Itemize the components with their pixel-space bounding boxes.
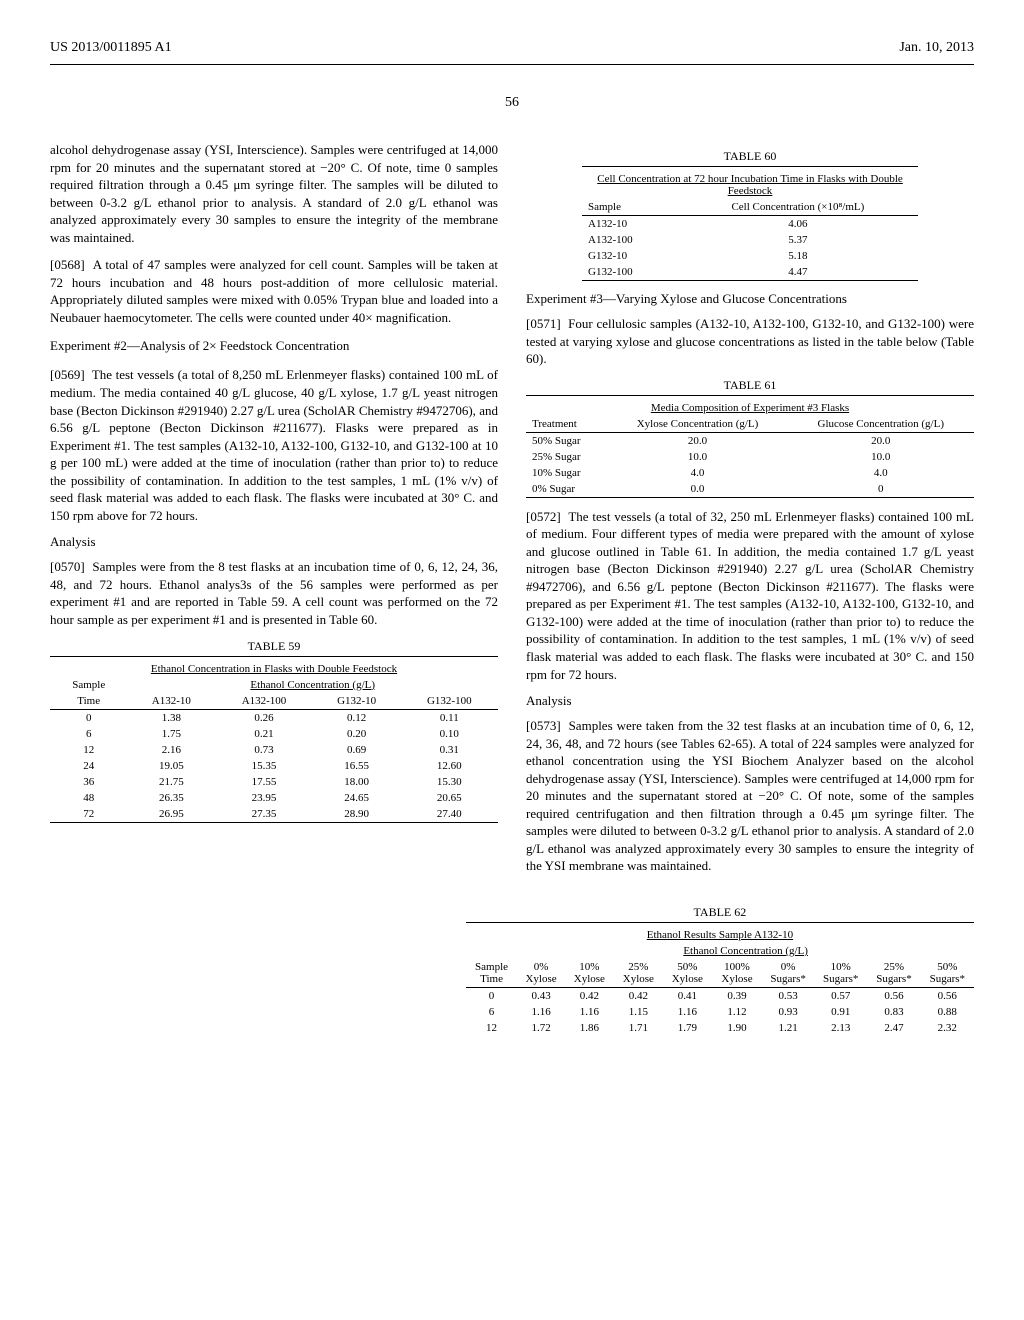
col-sample: Sample <box>50 677 127 693</box>
para-number: [0568] <box>50 257 85 272</box>
time-label: Time <box>50 693 127 710</box>
table-61: Media Composition of Experiment #3 Flask… <box>526 395 974 498</box>
col-sample-time: Sample Time <box>466 959 517 988</box>
para-text: A total of 47 samples were analyzed for … <box>50 257 498 325</box>
para-number: [0572] <box>526 509 561 524</box>
table-59-caption: Ethanol Concentration in Flasks with Dou… <box>50 661 498 677</box>
table-61-caption: Media Composition of Experiment #3 Flask… <box>526 400 974 416</box>
table-59: Ethanol Concentration in Flasks with Dou… <box>50 656 498 823</box>
paragraph-0572: [0572] The test vessels (a total of 32, … <box>526 508 974 683</box>
col-g132-100: G132-100 <box>401 693 498 710</box>
analysis-heading-2: Analysis <box>526 693 974 709</box>
paragraph-0568: [0568] A total of 47 samples were analyz… <box>50 256 498 326</box>
col-25-xylose: 25% Xylose <box>614 959 663 988</box>
table-62-caption: Ethanol Results Sample A132-10 <box>466 927 974 943</box>
table-60: Cell Concentration at 72 hour Incubation… <box>582 166 918 281</box>
col-0-sugars: 0% Sugars* <box>762 959 814 988</box>
table-61-label: TABLE 61 <box>526 378 974 393</box>
col-a132-10: A132-10 <box>127 693 215 710</box>
table-59-label: TABLE 59 <box>50 639 498 654</box>
col-100-xylose: 100% Xylose <box>712 959 762 988</box>
paragraph-continuation: alcohol dehydrogenase assay (YSI, Inters… <box>50 141 498 246</box>
full-width-section: TABLE 62 Ethanol Results Sample A132-10 … <box>50 905 974 1036</box>
para-number: [0569] <box>50 367 85 382</box>
header-divider <box>50 64 974 65</box>
col-sample: Sample <box>582 199 678 216</box>
table-60-caption: Cell Concentration at 72 hour Incubation… <box>582 171 918 199</box>
col-cell-conc: Cell Concentration (×10⁸/mL) <box>678 199 918 216</box>
para-number: [0571] <box>526 316 561 331</box>
two-column-layout: alcohol dehydrogenase assay (YSI, Inters… <box>50 141 974 885</box>
experiment-2-heading: Experiment #2—Analysis of 2× Feedstock C… <box>50 338 498 354</box>
para-text: Samples were from the 8 test flasks at a… <box>50 559 498 627</box>
col-25-sugars: 25% Sugars* <box>867 959 920 988</box>
col-xylose: Xylose Concentration (g/L) <box>608 416 788 433</box>
doc-id: US 2013/0011895 A1 <box>50 40 172 56</box>
doc-date: Jan. 10, 2013 <box>899 40 974 56</box>
para-number: [0573] <box>526 718 561 733</box>
experiment-3-heading: Experiment #3—Varying Xylose and Glucose… <box>526 291 974 307</box>
para-number: [0570] <box>50 559 85 574</box>
col-0-xylose: 0% Xylose <box>517 959 565 988</box>
left-column: alcohol dehydrogenase assay (YSI, Inters… <box>50 141 498 885</box>
paragraph-0571: [0571] Four cellulosic samples (A132-10,… <box>526 315 974 368</box>
page-header: US 2013/0011895 A1 Jan. 10, 2013 <box>50 40 974 56</box>
para-text: Samples were taken from the 32 test flas… <box>526 718 974 873</box>
col-50-xylose: 50% Xylose <box>663 959 712 988</box>
page-number: 56 <box>50 95 974 111</box>
para-text: Four cellulosic samples (A132-10, A132-1… <box>526 316 974 366</box>
table-62-label: TABLE 62 <box>466 905 974 920</box>
col-glucose: Glucose Concentration (g/L) <box>788 416 975 433</box>
col-g132-10: G132-10 <box>313 693 401 710</box>
col-ethanol-header: Ethanol Concentration (g/L) <box>127 677 498 693</box>
paragraph-0570: [0570] Samples were from the 8 test flas… <box>50 558 498 628</box>
analysis-heading: Analysis <box>50 534 498 550</box>
col-a132-100: A132-100 <box>215 693 312 710</box>
right-column: TABLE 60 Cell Concentration at 72 hour I… <box>526 141 974 885</box>
table-60-label: TABLE 60 <box>526 149 974 164</box>
col-10-sugars: 10% Sugars* <box>814 959 867 988</box>
col-treatment: Treatment <box>526 416 608 433</box>
table-62: Ethanol Results Sample A132-10 Ethanol C… <box>466 922 974 1036</box>
para-text: The test vessels (a total of 32, 250 mL … <box>526 509 974 682</box>
col-10-xylose: 10% Xylose <box>565 959 614 988</box>
para-text: The test vessels (a total of 8,250 mL Er… <box>50 367 498 522</box>
ethanol-header: Ethanol Concentration (g/L) <box>517 943 974 959</box>
paragraph-0573: [0573] Samples were taken from the 32 te… <box>526 717 974 875</box>
col-50-sugars: 50% Sugars* <box>921 959 974 988</box>
paragraph-0569: [0569] The test vessels (a total of 8,25… <box>50 366 498 524</box>
